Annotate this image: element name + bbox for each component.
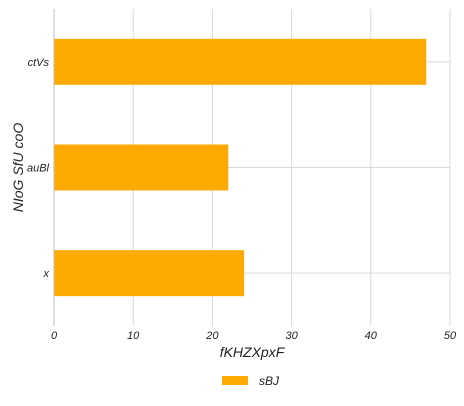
- legend: sBJ: [222, 374, 280, 388]
- legend-swatch-sbj: [222, 376, 248, 385]
- x-tick-labels: 0 10 20 30 40 50: [51, 330, 457, 342]
- x-tick-label-50: 50: [444, 330, 457, 342]
- x-tick-label-40: 40: [365, 330, 378, 342]
- bar-ctVs: [54, 38, 427, 85]
- x-axis-title: fKHZXpxF: [220, 344, 286, 360]
- x-tick-label-20: 20: [205, 330, 219, 342]
- x-tick-label-30: 30: [285, 330, 298, 342]
- bars: [54, 38, 427, 297]
- legend-label-sbj: sBJ: [259, 374, 280, 388]
- y-tick-labels: ctVs auBl x: [27, 57, 50, 280]
- y-tick-label-ctVs: ctVs: [28, 57, 50, 69]
- x-tick-label-0: 0: [51, 330, 58, 342]
- bar-auBl: [54, 144, 229, 191]
- y-axis-title: NIoG SfU coO: [10, 123, 26, 213]
- y-tick-label-auBl: auBl: [27, 163, 50, 175]
- y-tick-label-x: x: [43, 268, 50, 280]
- x-tick-label-10: 10: [127, 330, 140, 342]
- bar-x: [54, 250, 245, 297]
